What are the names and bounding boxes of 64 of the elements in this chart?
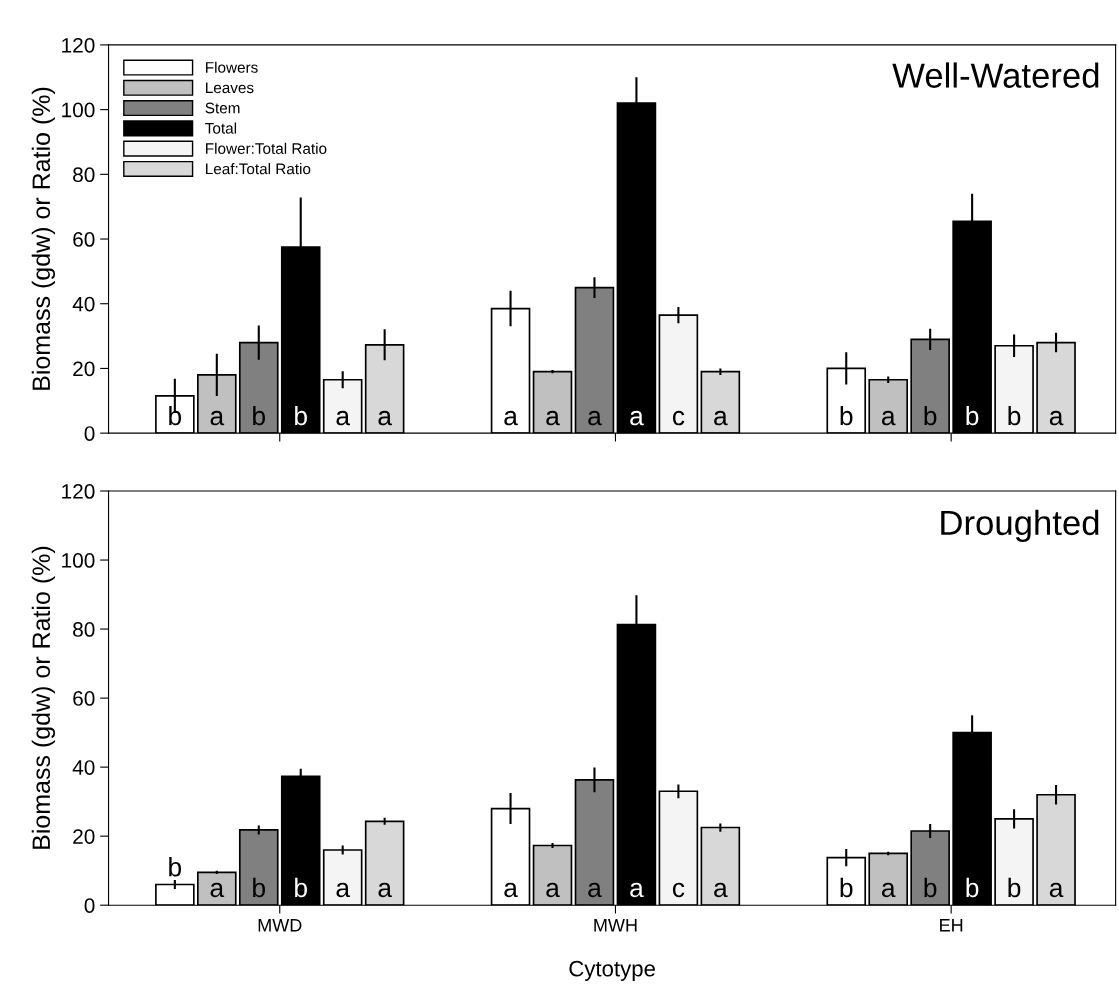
y-tick-label: 80	[73, 167, 95, 183]
data-label: a	[210, 882, 225, 898]
data-label: b	[295, 877, 307, 898]
y-axis-title: Biomass (gdw) or Ratio (%)	[31, 87, 56, 390]
y-tick-label: 0	[84, 898, 95, 913]
x-axis-title: Cytotype	[569, 960, 655, 981]
data-label: b	[924, 405, 937, 426]
data-label: c	[672, 882, 685, 898]
data-label: b	[295, 405, 307, 426]
y-tick-label: 100	[62, 102, 95, 118]
data-label: a	[881, 882, 896, 898]
data-label: a	[210, 410, 225, 426]
y-tick-label: 100	[62, 553, 95, 568]
data-label: a	[546, 410, 560, 426]
y-tick-label: 20	[73, 829, 95, 844]
data-label: b	[253, 405, 265, 426]
data-label: a	[714, 882, 728, 898]
data-label: b	[1008, 877, 1021, 898]
x-tick-label: EH	[940, 919, 963, 932]
data-label: a	[1049, 882, 1064, 898]
legend-label: Leaves	[206, 82, 254, 94]
y-tick-label: 40	[72, 760, 95, 775]
legend-label: Leaf:Total Ratio	[206, 163, 311, 175]
data-label: b	[840, 405, 853, 426]
y-tick-label: 60	[73, 232, 95, 247]
data-label: b	[1008, 405, 1021, 426]
data-label: b	[169, 857, 182, 877]
data-label: a	[504, 410, 518, 426]
data-label: a	[630, 410, 644, 426]
data-label: a	[881, 410, 896, 426]
legend-label: Flowers	[206, 61, 258, 73]
x-tick-label: MWH	[594, 919, 637, 932]
data-label: a	[1049, 410, 1064, 426]
y-tick-label: 20	[73, 361, 95, 377]
data-label: b	[966, 405, 979, 426]
legend-label: Stem	[205, 102, 240, 114]
y-tick-label: 120	[62, 484, 95, 499]
data-label: b	[253, 877, 265, 898]
data-label: a	[336, 882, 351, 898]
data-label: b	[840, 877, 853, 898]
data-label: a	[378, 410, 392, 426]
data-label: a	[378, 882, 392, 898]
y-tick-label: 60	[73, 691, 95, 706]
y-tick-label: 40	[72, 296, 95, 312]
data-label: a	[336, 410, 351, 426]
y-axis-title: Biomass (gdw) or Ratio (%)	[31, 546, 56, 849]
data-label: a	[630, 882, 644, 898]
legend-label: Flower:Total Ratio	[206, 142, 327, 154]
data-label: c	[672, 410, 685, 426]
data-label: a	[504, 882, 518, 898]
data-label: a	[588, 410, 602, 426]
y-tick-label: 80	[73, 622, 95, 637]
data-label: a	[588, 882, 602, 898]
data-label: b	[966, 877, 979, 898]
data-label: a	[714, 410, 728, 426]
y-tick-label: 120	[62, 37, 95, 53]
text: Droughted	[941, 509, 1099, 543]
data-label: b	[169, 405, 182, 426]
x-tick-label: MWD	[258, 919, 302, 932]
legend-label: Total	[205, 122, 237, 134]
data-label: b	[924, 877, 937, 898]
data-label: a	[546, 882, 560, 898]
chart-title: Well-Watered	[892, 62, 1099, 88]
y-tick-label: 0	[84, 426, 95, 441]
